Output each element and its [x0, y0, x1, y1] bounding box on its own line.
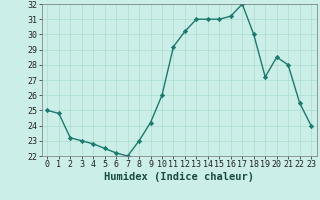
X-axis label: Humidex (Indice chaleur): Humidex (Indice chaleur) [104, 172, 254, 182]
